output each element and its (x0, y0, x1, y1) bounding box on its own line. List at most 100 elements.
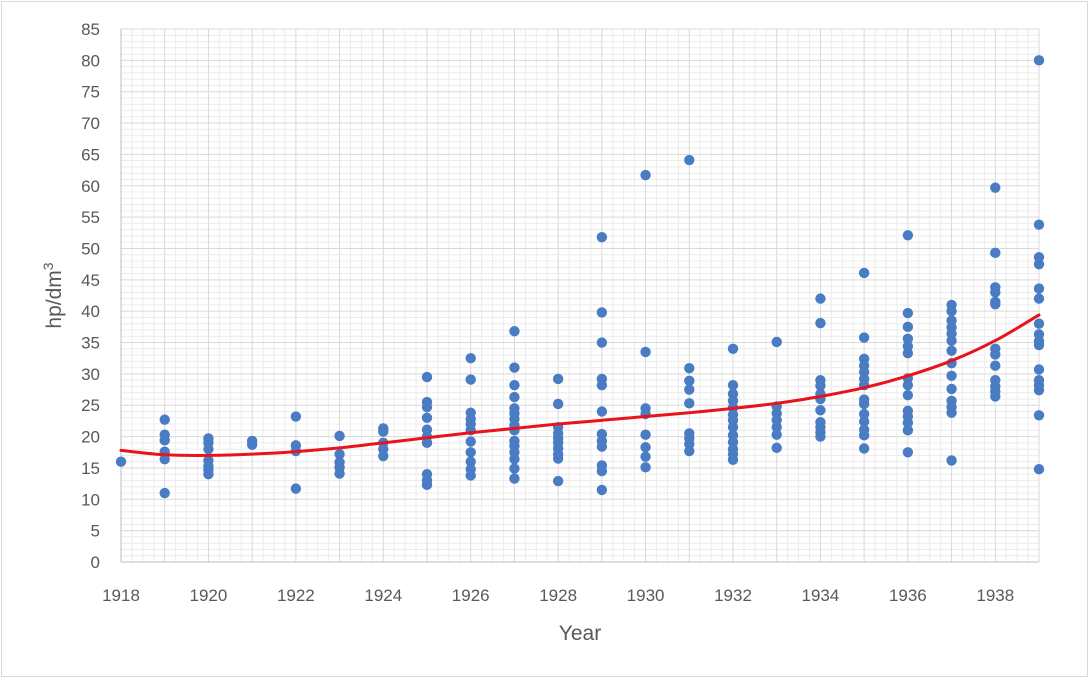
y-tick-label: 60 (81, 177, 100, 196)
trendline (119, 313, 1041, 457)
data-point (509, 391, 520, 403)
data-point (815, 380, 826, 391)
y-tick-label: 0 (91, 553, 100, 572)
data-point (159, 453, 170, 465)
data-point (552, 398, 564, 410)
x-tick-label: 1938 (976, 586, 1014, 605)
data-point (684, 384, 695, 395)
x-axis-tick-labels: 1918 1920 1922 1924 1926 1928 1930 1932 1934 1936… (102, 586, 1014, 605)
data-point (421, 437, 433, 449)
y-tick-label: 65 (81, 145, 100, 164)
data-point (1033, 283, 1045, 294)
data-point (509, 463, 520, 474)
minor-gridlines (121, 29, 1039, 562)
data-point (1033, 364, 1045, 375)
y-tick-label: 25 (81, 396, 100, 415)
data-point (1033, 55, 1045, 66)
data-point (946, 305, 957, 317)
data-point (421, 479, 433, 491)
x-tick-label: 1920 (190, 586, 228, 605)
data-point (115, 456, 127, 467)
x-tick-label: 1924 (364, 586, 402, 605)
data-point (203, 469, 214, 480)
data-point (902, 390, 914, 401)
x-tick-label: 1918 (102, 586, 140, 605)
data-point (552, 453, 564, 464)
y-tick-label: 35 (81, 334, 100, 353)
y-tick-label: 5 (91, 522, 100, 541)
data-point (946, 335, 957, 346)
data-point (727, 454, 739, 465)
data-point (902, 347, 914, 359)
y-axis-title-main: hp/dm (43, 270, 66, 328)
data-point (421, 412, 433, 423)
data-point (1033, 339, 1045, 351)
x-tick-label: 1930 (627, 586, 665, 605)
data-point (596, 465, 608, 477)
data-point (159, 487, 170, 499)
data-point (771, 336, 782, 348)
data-point (203, 443, 214, 455)
data-point (640, 346, 651, 358)
data-point (1033, 219, 1045, 230)
y-tick-label: 30 (81, 365, 100, 384)
data-point (727, 379, 739, 391)
data-point (815, 431, 826, 442)
data-point (684, 375, 695, 386)
data-point (552, 373, 564, 385)
y-tick-label: 15 (81, 459, 100, 478)
data-point (684, 363, 695, 374)
data-point (465, 470, 476, 481)
data-point (1033, 293, 1045, 304)
data-point (465, 447, 476, 458)
data-point (421, 371, 433, 383)
data-point (902, 447, 914, 458)
data-point (1033, 318, 1045, 329)
data-point (815, 317, 826, 329)
data-point (902, 307, 914, 319)
y-tick-label: 20 (81, 428, 100, 447)
y-tick-label: 75 (81, 83, 100, 102)
y-tick-label: 55 (81, 208, 100, 227)
data-point (596, 337, 608, 348)
data-point (640, 169, 651, 181)
data-point (902, 333, 914, 344)
data-point (334, 468, 345, 479)
data-point (334, 430, 345, 442)
data-point (596, 441, 608, 452)
y-axis-title: hp/dm3 (40, 262, 66, 328)
data-point (465, 353, 476, 364)
data-point (771, 421, 782, 433)
y-axis-title-superscript: 3 (40, 262, 56, 270)
data-point (640, 442, 651, 453)
x-tick-label: 1934 (802, 586, 840, 605)
data-point (946, 345, 957, 356)
data-point (334, 448, 345, 460)
data-point (640, 429, 651, 440)
x-tick-label: 1926 (452, 586, 490, 605)
data-point (640, 451, 651, 462)
data-point (902, 230, 914, 241)
data-point (771, 442, 782, 454)
y-tick-label: 85 (81, 20, 100, 39)
data-point (858, 408, 870, 420)
data-point (946, 370, 957, 381)
data-point (552, 475, 564, 487)
data-point (771, 429, 782, 440)
x-tick-label: 1922 (277, 586, 315, 605)
data-point (858, 332, 870, 343)
data-point (858, 416, 870, 427)
data-point (990, 349, 1001, 360)
data-point (596, 484, 608, 496)
axes (120, 29, 1039, 563)
data-point (684, 154, 695, 166)
data-point (727, 421, 739, 433)
data-point (990, 391, 1001, 402)
data-point (1033, 384, 1045, 396)
y-tick-label: 70 (81, 114, 100, 133)
y-tick-label: 50 (81, 239, 100, 258)
y-axis-tick-labels: 0 5 10 15 20 25 30 35 40 45 50 55 60 65 70 75 80 85 (81, 20, 100, 572)
data-point (990, 182, 1001, 193)
